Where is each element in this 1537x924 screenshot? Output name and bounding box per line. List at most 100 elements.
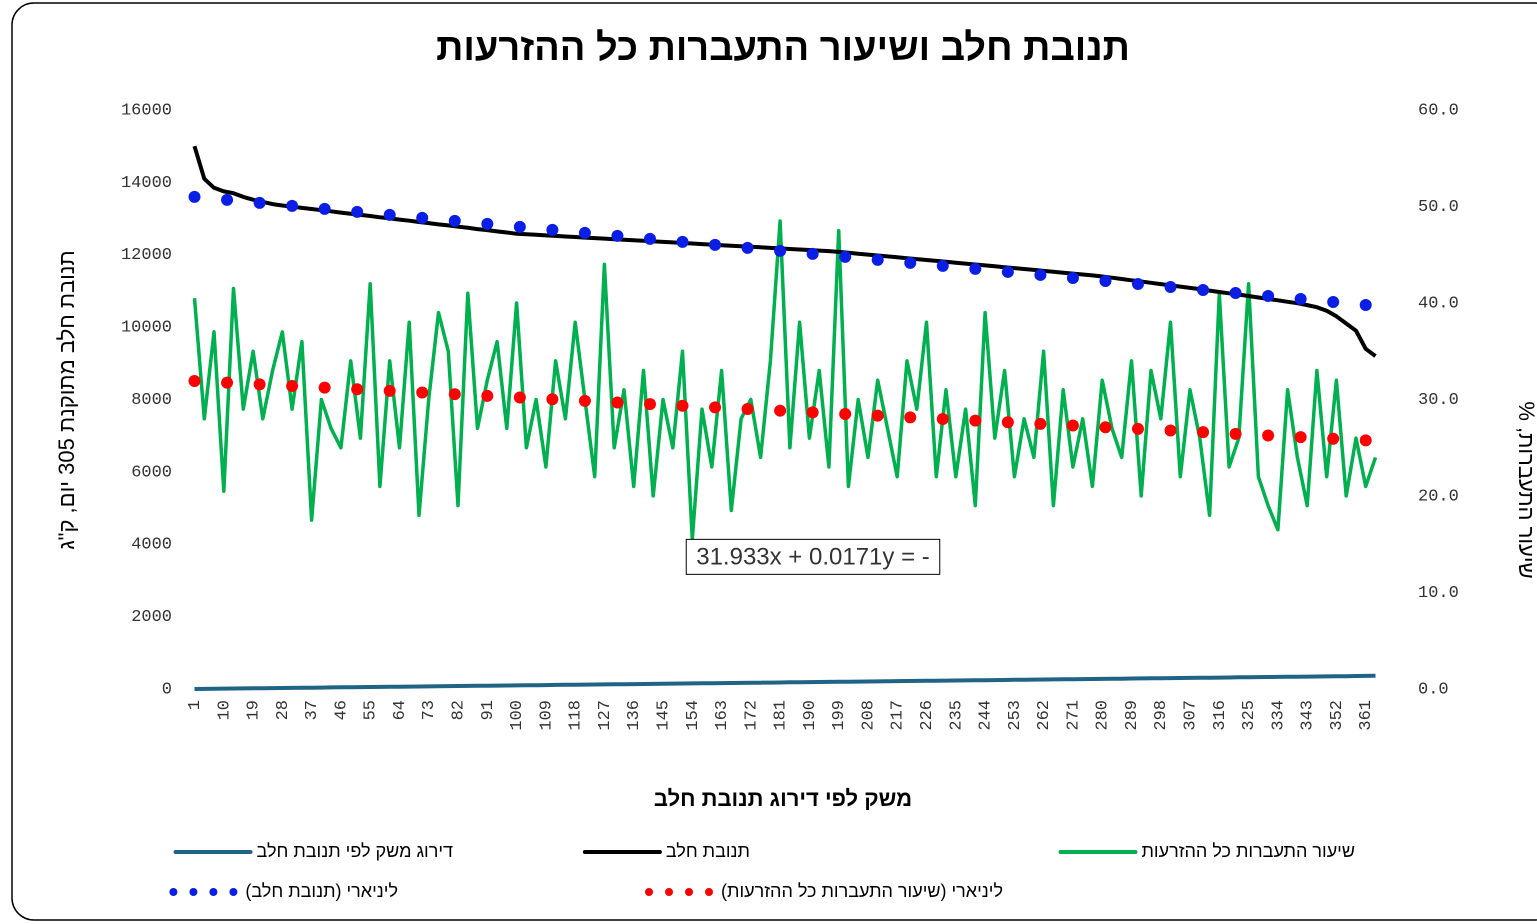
y-tick-label: 12000 [121,246,172,265]
x-tick-label: 145 [654,700,673,731]
y2-tick-label: 0.0 [1418,680,1449,699]
trend-marker [286,199,299,212]
trend-marker [611,229,624,242]
trend-marker [351,383,364,396]
trend-marker [871,409,884,422]
x-tick-label: 235 [947,700,966,731]
trend-marker [741,241,754,254]
y-axis-title: תנובת חלב מתוקנת 305 יום, ק"ג [54,250,79,549]
trend-marker [1262,429,1275,442]
x-tick-label: 91 [479,700,498,720]
x-tick-label: 334 [1269,700,1288,731]
trend-marker [1197,426,1210,439]
trend-marker [1001,416,1014,429]
x-tick-label: 298 [1152,700,1171,731]
trend-marker [513,391,526,404]
x-tick-label: 10 [215,700,234,720]
x-axis-title: משק לפי דירוג תנובת חלב [654,786,912,811]
y-tick-label: 10000 [121,319,172,338]
y-tick-label: 0 [162,680,172,699]
legend-swatch [229,888,238,896]
trend-marker [1327,295,1340,308]
trend-marker [221,376,234,389]
x-tick-label: 262 [1035,700,1054,731]
trend-marker [416,386,429,399]
x-tick-label: 172 [742,700,761,731]
trend-marker [806,406,819,419]
trend-marker [1001,265,1014,278]
trend-marker [416,211,429,224]
trend-marker [1164,280,1177,293]
trend-marker [1327,432,1340,445]
trend-marker [676,235,689,248]
trend-marker [969,414,982,427]
x-tick-label: 28 [274,700,293,720]
x-tick-label: 271 [1064,700,1083,731]
chart-title: תנובת חלב ושיעור התעברות כל ההזרעות [436,27,1130,69]
trend-marker [1066,271,1079,284]
trend-marker [1131,422,1144,435]
trend-marker [1099,421,1112,434]
x-tick-label: 199 [830,700,849,731]
x-tick-label: 100 [508,700,527,731]
x-tick-label: 217 [889,700,908,731]
trend-marker [1164,424,1177,437]
trend-marker [286,379,299,392]
trend-marker [253,196,266,209]
trend-marker [1229,286,1242,299]
x-tick-label: 82 [450,700,469,720]
trend-marker [904,256,917,269]
legend-swatch [685,888,694,896]
x-tick-label: 127 [596,700,615,731]
trend-marker [676,399,689,412]
trend-marker [1294,431,1307,444]
y-tick-label: 6000 [131,463,172,482]
x-tick-label: 325 [1240,700,1259,731]
trend-marker [839,407,852,420]
y-tick-label: 4000 [131,536,172,555]
trend-marker [1099,274,1112,287]
trend-marker [1034,417,1047,430]
x-tick-label: 136 [625,700,644,731]
x-tick-label: 316 [1211,700,1230,731]
legend-swatch [645,888,654,896]
legend-swatch [209,888,218,896]
x-tick-label: 280 [1094,700,1113,731]
trend-marker [1229,427,1242,440]
x-tick-label: 64 [391,700,410,720]
trend-marker [253,378,266,391]
trend-marker [871,253,884,266]
x-tick-label: 307 [1182,700,1201,731]
trend-marker [318,381,331,394]
trend-marker [1359,298,1372,311]
trend-marker [904,411,917,424]
legend-swatch [169,888,178,896]
x-tick-label: 46 [332,700,351,720]
trend-marker [936,259,949,272]
x-tick-label: 1 [186,700,205,710]
x-tick-label: 109 [537,700,556,731]
trend-marker [1131,277,1144,290]
legend-swatch [665,888,674,896]
x-tick-label: 19 [245,700,264,720]
y2-axis-title: שיעור התעברות, % [1514,401,1537,578]
trend-marker [774,244,787,257]
trend-marker [546,223,559,236]
chart-frame [11,2,1537,921]
x-tick-label: 208 [859,700,878,731]
x-tick-label: 361 [1357,700,1376,731]
trend-marker [1262,289,1275,302]
trend-marker [578,226,591,239]
trend-marker [709,238,722,251]
trend-marker [383,208,396,221]
trend-marker [1294,292,1307,305]
equation-box [685,538,941,575]
trend-marker [221,193,234,206]
y-tick-label: 8000 [131,391,172,410]
y-tick-label: 14000 [121,174,172,193]
x-tick-label: 181 [772,700,791,731]
trend-marker [969,262,982,275]
trend-equation: 31.933x + 0.0171y = - [696,543,930,570]
trend-marker [481,389,494,402]
legend-swatch [705,888,714,896]
